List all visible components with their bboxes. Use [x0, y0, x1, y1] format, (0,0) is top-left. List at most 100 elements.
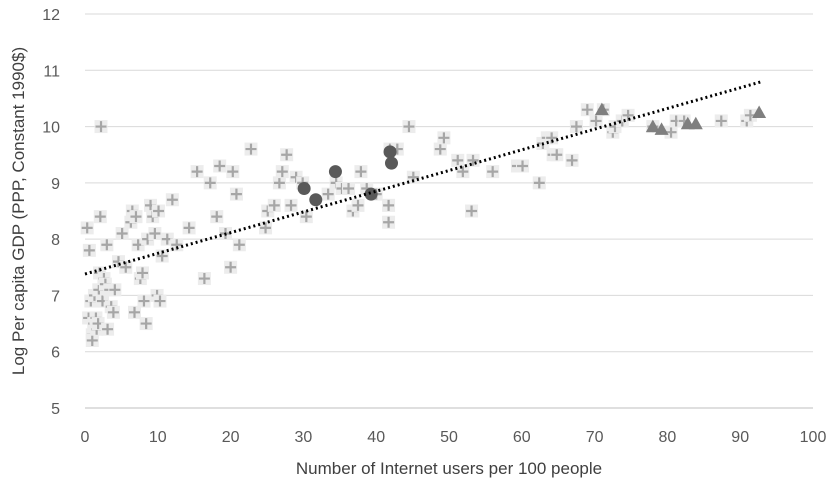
plus-point [148, 227, 162, 241]
plus-point [354, 165, 368, 179]
plus-point [229, 187, 243, 201]
circle-point [364, 187, 378, 201]
x-tick-label: 70 [586, 429, 604, 446]
y-axis-title: Log Per capita GDP (PPP, Constant 1990$) [9, 47, 28, 375]
gridlines [85, 13, 813, 409]
plus-point [106, 305, 120, 319]
plus-point [589, 114, 603, 128]
y-tick-label: 12 [42, 7, 60, 24]
plus-point [93, 210, 107, 224]
x-tick-label: 60 [513, 429, 531, 446]
plus-point [94, 120, 108, 134]
x-axis-ticks: 0 10 20 30 40 50 60 70 80 90 100 [81, 429, 827, 446]
plus-point [259, 221, 273, 235]
x-axis-title: Number of Internet users per 100 people [296, 459, 602, 478]
plus-point [466, 153, 480, 167]
plus-point [565, 153, 579, 167]
x-tick-label: 50 [440, 429, 458, 446]
plus-point [532, 176, 546, 190]
trendline-layer [84, 80, 763, 276]
plus-point [100, 238, 114, 252]
y-tick-label: 10 [42, 120, 60, 137]
x-tick-label: 0 [81, 429, 90, 446]
plus-point [580, 103, 594, 117]
plus-point [108, 283, 122, 297]
plus-point [244, 142, 258, 156]
triangle-point [688, 116, 703, 130]
plus-point [280, 148, 294, 162]
plus-point [128, 305, 142, 319]
circle-point [384, 156, 398, 170]
plus-point [437, 131, 451, 145]
plus-point [284, 198, 298, 212]
triangle-point [594, 102, 609, 116]
plus-point [119, 260, 133, 274]
plus-point [203, 176, 217, 190]
plus-point [664, 125, 678, 139]
plus-point [516, 159, 530, 173]
plus-point [80, 221, 94, 235]
plus-point [714, 114, 728, 128]
circle-point [383, 145, 397, 159]
plus-point [569, 120, 583, 134]
plus-point [136, 266, 150, 280]
plus-point [402, 120, 416, 134]
plus-point [182, 221, 196, 235]
plus-point [267, 198, 281, 212]
plus-point [321, 187, 335, 201]
plus-point [152, 204, 166, 218]
plus-point [351, 198, 365, 212]
plus-point [550, 148, 564, 162]
x-tick-label: 80 [659, 429, 677, 446]
x-tick-label: 90 [731, 429, 749, 446]
plus-point [272, 176, 286, 190]
plus-point [621, 108, 635, 122]
plus-point [139, 317, 153, 331]
plus-point [129, 210, 143, 224]
plus-point [433, 142, 447, 156]
plus-point [486, 165, 500, 179]
plus-point [190, 165, 204, 179]
y-tick-label: 9 [51, 176, 60, 193]
circle-point [297, 181, 311, 195]
plus-point [224, 260, 238, 274]
plus-point [451, 153, 465, 167]
trendline [84, 80, 763, 276]
plus-point [101, 322, 115, 336]
x-tick-label: 40 [367, 429, 385, 446]
plus-point [465, 204, 479, 218]
plus-point [137, 294, 151, 308]
plus-point [342, 181, 356, 195]
triangle-point [752, 105, 767, 118]
y-tick-label: 7 [51, 288, 60, 305]
plus-point [153, 294, 167, 308]
circle-point [309, 193, 323, 207]
plus-point [232, 238, 246, 252]
plus-point [82, 243, 96, 257]
plus-point [456, 165, 470, 179]
plus-point [115, 227, 129, 241]
y-tick-label: 8 [51, 232, 60, 249]
x-tick-label: 20 [222, 429, 240, 446]
y-tick-label: 5 [51, 401, 60, 418]
plus-point [213, 159, 227, 173]
circle-point [328, 165, 342, 179]
plus-point [382, 215, 396, 229]
plus-point [382, 198, 396, 212]
plus-point [545, 131, 559, 145]
plus-point [165, 193, 179, 207]
x-tick-label: 30 [295, 429, 313, 446]
y-tick-label: 11 [43, 63, 60, 80]
x-tick-label: 10 [149, 429, 167, 446]
plus-point [197, 272, 211, 286]
plus-point [210, 210, 224, 224]
triangle-point [645, 119, 660, 133]
plus-point [85, 333, 99, 347]
y-tick-label: 6 [51, 345, 60, 362]
y-axis-ticks: 5 6 7 8 9 10 11 12 [42, 7, 60, 418]
data-points [80, 102, 767, 347]
triangle-point [654, 122, 669, 135]
x-tick-label: 100 [800, 429, 827, 446]
